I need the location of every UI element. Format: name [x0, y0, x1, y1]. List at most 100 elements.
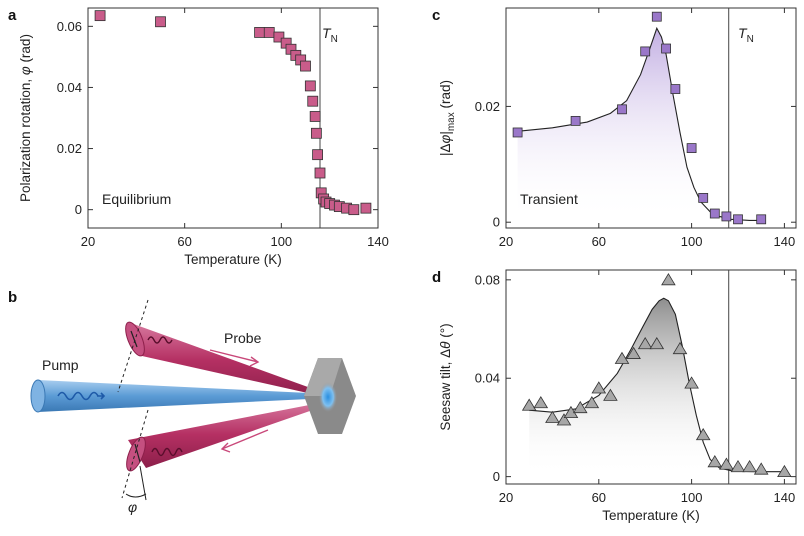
data-point [360, 202, 372, 214]
data-point [756, 214, 767, 225]
x-tick-label: 140 [774, 234, 796, 249]
panel-c-letter: c [432, 7, 440, 24]
x-tick-label: 100 [270, 234, 292, 249]
data-point [533, 396, 549, 409]
y-tick-label: 0 [493, 215, 500, 230]
data-point [753, 462, 769, 475]
pump-probe-schematic: Pump Probe φ [30, 299, 356, 515]
x-tick-label: 60 [592, 490, 606, 505]
data-point [777, 464, 792, 478]
probe-label: Probe [224, 330, 262, 346]
probe-in-direction-arrow-icon [209, 349, 260, 367]
data-point [310, 127, 322, 139]
chart-annotation: Transient [520, 191, 578, 207]
data-point [309, 111, 321, 122]
data-point [94, 10, 106, 22]
y-axis-label: |Δφ|max (rad) [438, 80, 457, 156]
pump-beam [38, 380, 330, 412]
data-point [512, 127, 523, 138]
data-point [733, 214, 743, 225]
data-point [661, 43, 671, 54]
data-point [304, 80, 316, 92]
data-point [545, 410, 560, 423]
probe-out-aperture [126, 436, 146, 472]
x-tick-label: 100 [681, 490, 703, 505]
data-point [254, 27, 265, 38]
data-point [637, 336, 653, 350]
data-point [670, 84, 681, 94]
chart-panel-c: 20 60 100 140 0 0.02 TN Transient |Δφ|max (rad) [438, 7, 797, 249]
data-point [742, 459, 757, 473]
pump-direction-arrow-icon [97, 392, 106, 400]
data-point [698, 192, 709, 203]
data-point [719, 457, 734, 470]
chart-annotation: Equilibrium [102, 191, 171, 207]
probe-in-polarization-icon [130, 330, 138, 348]
data-point [649, 336, 665, 350]
data-point [721, 211, 732, 222]
data-point [584, 396, 600, 409]
data-point [640, 46, 651, 57]
probe-beam-in [128, 322, 330, 398]
y-tick-label: 0.04 [57, 80, 82, 95]
x-axis-label: Temperature (K) [602, 508, 700, 523]
y-axis-label: Polarization rotation, φ (rad) [18, 34, 33, 202]
data-point [556, 413, 572, 426]
probe-out-direction-arrow-icon [220, 429, 269, 453]
sample-excitation-spot [319, 382, 337, 412]
data-point [521, 398, 537, 411]
data-point [348, 204, 360, 216]
x-tick-label: 140 [774, 490, 796, 505]
data-point [614, 351, 630, 364]
probe-out-polarization-icon [134, 443, 141, 463]
data-point [603, 388, 618, 401]
chart-panel-a: 20 60 100 140 0 0.02 0.04 0.06 TN Equilibrium Temp… [18, 7, 389, 267]
x-tick-label: 140 [367, 234, 389, 249]
y-tick-label: 0.04 [475, 371, 500, 386]
data-point [686, 143, 697, 154]
fit-shaded-area [517, 28, 766, 223]
rotation-angle-label: φ [128, 499, 137, 515]
plot-frame [505, 7, 797, 229]
probe-beam-out [128, 401, 330, 468]
y-tick-label: 0.02 [57, 141, 82, 156]
y-tick-label: 0.06 [57, 19, 82, 34]
data-point [155, 16, 166, 28]
probe-out-pulse-icon [151, 447, 183, 457]
reference-dashed-line-top [117, 299, 149, 393]
probe-in-pulse-icon [147, 336, 173, 344]
fit-shaded-area [529, 298, 785, 477]
neel-temperature-label: TN [738, 25, 754, 45]
plot-frame [87, 7, 379, 229]
data-point [684, 376, 699, 389]
panel-a-letter: a [8, 7, 17, 24]
y-tick-label: 0 [75, 202, 82, 217]
y-tick-label: 0.08 [475, 272, 500, 287]
x-tick-label: 100 [681, 234, 703, 249]
panel-b-letter: b [8, 289, 17, 306]
pump-label: Pump [42, 357, 79, 373]
pump-pulse-icon [57, 391, 99, 401]
data-point [730, 459, 746, 473]
data-point [263, 27, 275, 38]
data-point [661, 273, 676, 286]
data-point [617, 104, 627, 115]
data-point [572, 400, 588, 414]
data-point [314, 167, 326, 179]
data-point [300, 60, 311, 72]
x-tick-label: 20 [499, 234, 513, 249]
plot-frame [505, 269, 797, 485]
data-point [651, 11, 662, 22]
data-point [626, 346, 641, 359]
probe-in-aperture [125, 321, 145, 357]
x-tick-label: 60 [177, 234, 191, 249]
x-tick-label: 60 [592, 234, 606, 249]
y-tick-label: 0.02 [475, 99, 500, 114]
chart-panel-d: 20 60 100 140 0 0.04 0.08 Temperature (K) Seesaw… [438, 269, 797, 523]
data-point [707, 455, 723, 468]
x-tick-label: 20 [499, 490, 513, 505]
angle-arc-icon [125, 493, 147, 498]
y-tick-label: 0 [493, 469, 500, 484]
data-point [709, 208, 720, 219]
